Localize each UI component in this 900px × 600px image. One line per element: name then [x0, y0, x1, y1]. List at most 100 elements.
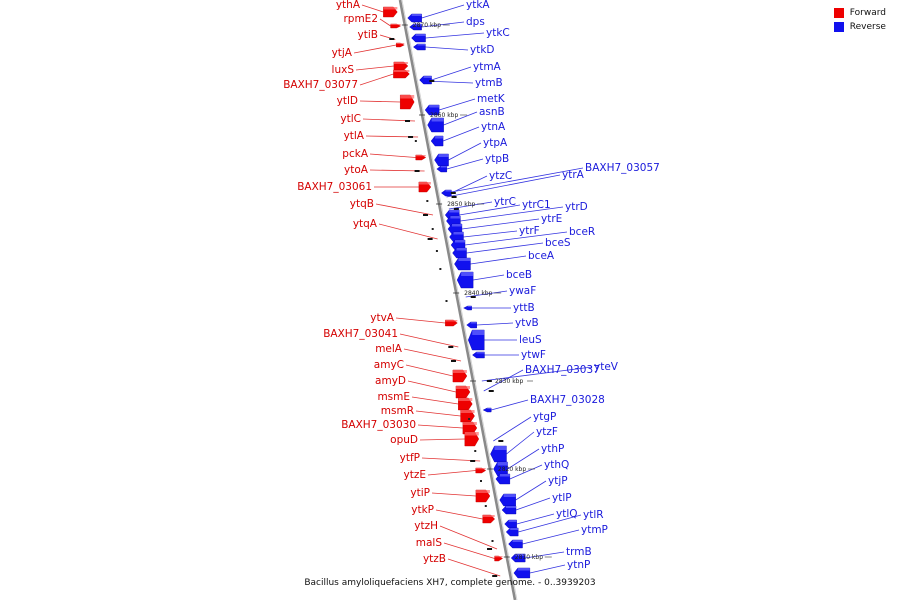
forward-connector — [411, 396, 459, 405]
reverse-gene-ytrf — [449, 231, 464, 243]
forward-connector — [395, 317, 446, 324]
reverse-connector — [459, 204, 521, 216]
genome-title: Bacillus amyloliquefaciens XH7, complete… — [304, 578, 596, 588]
reverse-gene-ytkd — [413, 43, 426, 51]
reverse-gene-ytkc — [411, 33, 426, 43]
forward-gene-ytzb — [492, 575, 498, 577]
forward-gene-ytva — [445, 319, 458, 327]
reverse-gene-ythq — [495, 473, 511, 485]
reverse-gene-label-baxh7-03037: BAXH7_03037 — [525, 364, 600, 376]
reverse-gene-label-bcea: bceA — [528, 250, 555, 262]
forward-gene-label-ytkp: ytkP — [411, 504, 434, 516]
reverse-gene-label-ytev: yteV — [594, 361, 619, 373]
minor-feature — [468, 418, 471, 420]
genome-axis-highlight — [401, 0, 518, 600]
legend: Forward Reverse — [833, 8, 886, 36]
reverse-connector — [529, 564, 566, 574]
legend-forward: Forward — [833, 8, 886, 18]
forward-gene-label-ytld: ytlD — [337, 95, 358, 107]
tick-label: 2850 kbp — [447, 201, 475, 208]
reverse-gene-bceb — [456, 271, 474, 289]
forward-gene-label-amyd: amyD — [375, 375, 406, 387]
reverse-gene-ytjp — [499, 493, 516, 507]
forward-gene-opud — [464, 431, 480, 447]
forward-gene-ytqa — [427, 238, 433, 240]
forward-gene-label-ytqb: ytqB — [350, 198, 374, 210]
reverse-connector — [476, 322, 514, 326]
forward-connector — [439, 525, 498, 550]
forward-gene-msmr — [460, 409, 475, 423]
reverse-gene-ytka — [407, 13, 422, 23]
forward-gene-ytla — [408, 136, 414, 138]
forward-connector — [369, 153, 416, 158]
reverse-gene-ytmb — [429, 80, 435, 82]
forward-connector — [359, 100, 401, 103]
reverse-gene-ytnp — [513, 567, 531, 579]
reverse-gene-label-ytlq: ytlQ — [556, 508, 578, 520]
forward-gene-ytze — [475, 467, 487, 474]
forward-connector — [405, 364, 454, 377]
reverse-gene-label-ytra: ytrA — [562, 169, 585, 181]
reverse-gene-label-ywaf: ywaF — [509, 285, 536, 297]
legend-reverse-label: Reverse — [849, 22, 886, 32]
forward-connector — [403, 348, 462, 362]
forward-gene-baxh7-03061 — [418, 181, 432, 193]
forward-connector — [435, 509, 483, 520]
reverse-gene-label-ytrf: ytrF — [519, 225, 540, 237]
forward-connector — [447, 558, 501, 577]
reverse-gene-label-ytka: ytkA — [466, 0, 490, 11]
reverse-gene-ytev — [486, 380, 492, 382]
reverse-connector — [506, 431, 535, 455]
reverse-connector — [425, 32, 485, 39]
forward-gene-label-mela: melA — [375, 343, 403, 355]
forward-gene-label-ytzh: ytzH — [414, 520, 438, 532]
forward-connector — [407, 380, 457, 393]
reverse-gene-label-ytzc: ytzC — [489, 170, 512, 182]
reverse-gene-leus — [468, 329, 485, 351]
reverse-gene-label-ytgp: ytgP — [533, 411, 556, 423]
reverse-gene-ytpa — [434, 153, 449, 167]
reverse-connector — [525, 551, 565, 559]
reverse-connector — [439, 98, 476, 111]
reverse-gene-label-ytlp: ytlP — [552, 492, 572, 504]
forward-gene-ytzh — [487, 548, 493, 550]
forward-gene-amyd — [455, 385, 471, 399]
forward-gene-label-amyc: amyC — [374, 359, 404, 371]
forward-gene-label-baxh7-03061: BAXH7_03061 — [297, 181, 372, 193]
reverse-gene-label-baxh7-03057: BAXH7_03057 — [585, 162, 660, 174]
reverse-gene-label-ytnp: ytnP — [567, 559, 590, 571]
forward-gene-ytld — [400, 94, 415, 110]
forward-gene-ytkp — [482, 514, 495, 524]
reverse-gene-label-ytlr: ytlR — [583, 509, 604, 521]
minor-feature — [439, 268, 442, 270]
reverse-gene-label-ytrc: ytrC — [494, 196, 516, 208]
reverse-connector — [431, 66, 472, 81]
forward-gene-ytqb — [423, 214, 429, 216]
tick-label: 2870 kbp — [413, 22, 441, 29]
gene-labels: ythA rpmE2 ytiB ytjA luxS BAXH7_03077 ytlD ytlC… — [283, 0, 660, 571]
reverse-gene-label-ytwf: ytwF — [521, 349, 546, 361]
reverse-gene-ytzf — [490, 445, 507, 463]
forward-gene-label-rpme2: rpmE2 — [343, 13, 378, 25]
reverse-gene-bces — [452, 247, 467, 259]
forward-gene-msme — [458, 397, 473, 411]
reverse-connector — [443, 111, 478, 126]
reverse-gene-label-ytmp: ytmP — [581, 524, 608, 536]
reverse-connector — [516, 513, 555, 525]
reverse-connector — [446, 158, 484, 170]
forward-gene-label-baxh7-03041: BAXH7_03041 — [323, 328, 398, 340]
forward-gene-baxh7-03030 — [462, 421, 478, 435]
reverse-connector — [464, 231, 568, 246]
reverse-gene-label-ytvb: ytvB — [515, 317, 539, 329]
legend-reverse: Reverse — [833, 22, 886, 32]
reverse-connector — [493, 416, 532, 442]
forward-gene-label-ytoa: ytoA — [344, 164, 369, 176]
forward-gene-label-msme: msmE — [377, 391, 410, 403]
reverse-gene-dps — [409, 23, 422, 31]
reverse-connector — [518, 514, 582, 533]
forward-gene-label-baxh7-03077: BAXH7_03077 — [283, 79, 358, 91]
reverse-gene-label-baxh7-03028: BAXH7_03028 — [530, 394, 605, 406]
minor-feature — [445, 300, 448, 302]
reverse-gene-baxh7-03028 — [482, 407, 492, 413]
